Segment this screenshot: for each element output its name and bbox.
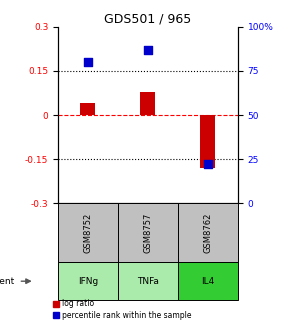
Text: agent: agent: [0, 277, 15, 286]
Point: [146, 47, 150, 52]
Bar: [118, 203, 178, 262]
Point: [86, 59, 90, 65]
Text: IL4: IL4: [201, 277, 215, 286]
Bar: [178, 203, 238, 262]
Text: TNFa: TNFa: [137, 277, 159, 286]
Legend: log ratio, percentile rank within the sample: log ratio, percentile rank within the sa…: [53, 299, 191, 320]
Bar: [200, 115, 215, 168]
Text: GSM8762: GSM8762: [203, 212, 212, 253]
Bar: [118, 262, 178, 300]
Bar: [58, 203, 118, 262]
Text: GSM8752: GSM8752: [84, 213, 93, 253]
Bar: [80, 103, 95, 115]
Point: [206, 162, 210, 167]
Title: GDS501 / 965: GDS501 / 965: [104, 13, 191, 26]
Bar: [58, 262, 118, 300]
Bar: [178, 262, 238, 300]
Text: IFNg: IFNg: [78, 277, 98, 286]
Bar: [140, 92, 155, 115]
Text: GSM8757: GSM8757: [143, 212, 153, 253]
